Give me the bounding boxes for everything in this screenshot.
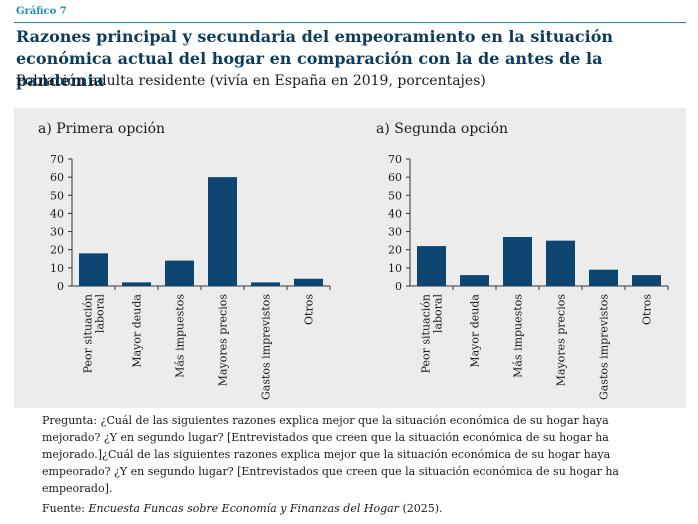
y-tick-label: 70 [388, 153, 402, 166]
bar [79, 253, 108, 286]
bar [208, 177, 237, 286]
bar-chart-second: 0 10 20 30 40 50 60 70 Peor situaciónlaboral Mayo… [388, 153, 669, 400]
x-tick-label: Gastos imprevistos [598, 294, 611, 400]
y-tick-label: 50 [388, 189, 402, 202]
y-tick-label: 0 [395, 280, 402, 293]
source-title: Encuesta Funcas sobre Economía y Finanza… [88, 502, 399, 515]
x-tick-label: Otros [303, 294, 316, 325]
bar-chart-first: 0 10 20 30 40 50 60 70 Peor situaciónlaboral Mayo… [50, 153, 331, 400]
x-tick-label: Gastos imprevistos [260, 294, 273, 400]
y-tick-label: 10 [388, 262, 402, 275]
x-tick-label: Mayor deuda [131, 294, 144, 368]
chart-panel-second: a) Segunda opción 0 10 20 30 40 50 60 70 Peor si… [352, 108, 686, 408]
x-tick-label: Peor situaciónlaboral [82, 294, 107, 374]
x-tick-label: Mayores precios [217, 294, 230, 387]
y-tick-label: 20 [388, 244, 402, 257]
bar [122, 282, 151, 286]
x-tick-label: Mayor deuda [469, 294, 482, 368]
bar [546, 240, 575, 286]
y-tick-label: 50 [50, 189, 64, 202]
bar [165, 260, 194, 286]
bar [294, 278, 323, 286]
y-tick-label: 0 [57, 280, 64, 293]
y-tick-label: 30 [50, 226, 64, 239]
y-tick-label: 40 [50, 207, 64, 220]
y-tick-label: 70 [50, 153, 64, 166]
x-tick-label: Más impuestos [512, 294, 525, 378]
y-tick-label: 20 [50, 244, 64, 257]
source-year: (2025). [402, 502, 443, 515]
chart-panel-first: a) Primera opción 0 10 20 30 40 50 60 70 Peor si… [14, 108, 352, 408]
bar [417, 246, 446, 286]
bar [460, 275, 489, 286]
chart-subtitle: Población adulta residente (vivía en Esp… [16, 73, 486, 89]
source-label: Fuente: [42, 502, 85, 515]
bar [589, 269, 618, 286]
x-tick-label: Mayores precios [555, 294, 568, 387]
panel-title-second: a) Segunda opción [376, 121, 509, 137]
y-tick-label: 60 [50, 171, 64, 184]
panel-title-first: a) Primera opción [38, 121, 166, 137]
x-tick-label: Peor situaciónlaboral [420, 294, 445, 374]
x-tick-label: Más impuestos [174, 294, 187, 378]
bar [503, 237, 532, 286]
bar [251, 282, 280, 286]
bar [632, 275, 661, 286]
chart-notes: Pregunta: ¿Cuál de las siguientes razone… [42, 412, 658, 517]
figure-label: Gráfico 7 [16, 6, 67, 17]
y-tick-label: 60 [388, 171, 402, 184]
y-tick-label: 40 [388, 207, 402, 220]
y-tick-label: 10 [50, 262, 64, 275]
source-note: Fuente: Encuesta Funcas sobre Economía y… [42, 500, 658, 517]
header-rule [14, 8, 686, 23]
question-note: Pregunta: ¿Cuál de las siguientes razone… [42, 414, 619, 495]
x-tick-label: Otros [641, 294, 654, 325]
chart-title: Razones principal y secundaria del empeo… [16, 27, 614, 90]
y-tick-label: 30 [388, 226, 402, 239]
